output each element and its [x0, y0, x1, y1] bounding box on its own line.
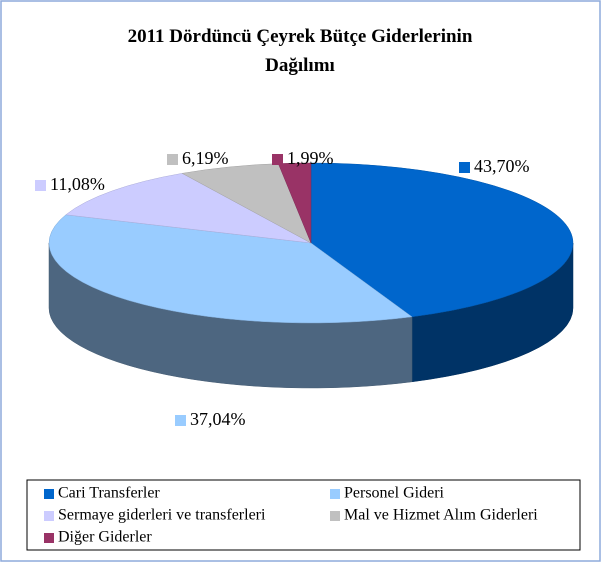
legend-swatch — [44, 489, 54, 499]
chart-title: 2011 Dördüncü Çeyrek Bütçe Giderlerinin … — [127, 26, 473, 76]
legend-label: Cari Transferler — [58, 485, 160, 502]
legend-box — [26, 479, 581, 551]
legend-label: Personel Gideri — [344, 485, 445, 502]
legend-swatch — [330, 489, 340, 499]
pie-tops — [48, 162, 574, 324]
slice — [65, 173, 312, 244]
data-label: 6,19% — [182, 148, 229, 168]
legend-label: Diğer Giderler — [58, 529, 152, 546]
legend-swatch — [44, 533, 54, 543]
legend-swatch — [330, 511, 340, 521]
legend-label: Mal ve Hizmet Alım Giderleri — [344, 507, 538, 524]
label-swatch — [175, 415, 186, 426]
data-label: 11,08% — [50, 174, 105, 194]
data-label: 43,70% — [474, 156, 530, 176]
legend-label: Sermaye giderleri ve transferleri — [58, 507, 266, 524]
data-label: 1,99% — [287, 148, 334, 168]
label-swatch — [272, 154, 283, 165]
legend-swatch — [44, 511, 54, 521]
label-swatch — [167, 154, 178, 165]
label-swatch — [35, 180, 46, 191]
slice — [48, 214, 413, 324]
slice — [310, 162, 574, 318]
data-label: 37,04% — [190, 409, 246, 429]
label-swatch — [459, 162, 470, 173]
